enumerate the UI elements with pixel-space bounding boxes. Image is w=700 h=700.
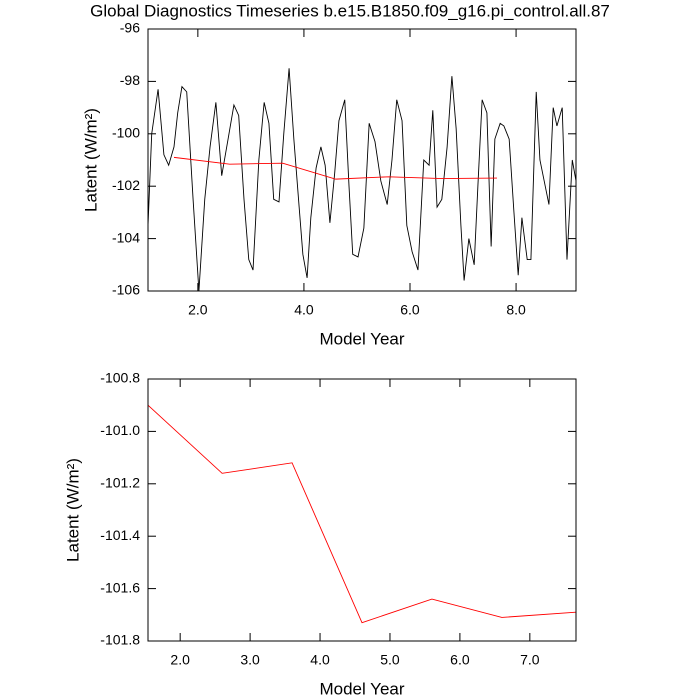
- x-tick-label: 4.0: [310, 652, 330, 668]
- data-line: [173, 156, 497, 180]
- x-tick-label: 4.0: [294, 302, 314, 318]
- x-tick-label: 6.0: [450, 652, 470, 668]
- chart-title: Global Diagnostics Timeseries b.e15.B185…: [90, 1, 610, 20]
- x-tick-label: 2.0: [170, 652, 190, 668]
- y-tick-label: -101.2: [100, 475, 140, 491]
- y-tick-label: -96: [120, 20, 140, 36]
- x-tick-label: 5.0: [380, 652, 400, 668]
- y-tick-label: -101.0: [100, 422, 140, 438]
- y-tick-label: -100.8: [100, 370, 140, 386]
- y-axis-label: Latent (W/m²): [81, 108, 100, 212]
- data-line: [147, 404, 577, 624]
- x-axis-label: Model Year: [319, 329, 404, 348]
- y-tick-label: -104: [112, 229, 140, 245]
- y-tick-label: -106: [112, 282, 140, 298]
- plot-frame: [147, 28, 577, 292]
- y-tick-label: -101.4: [100, 527, 140, 543]
- plot-frame: [147, 378, 577, 642]
- x-tick-label: 8.0: [506, 302, 526, 318]
- x-tick-label: 7.0: [520, 652, 540, 668]
- y-tick-label: -100: [112, 125, 140, 141]
- y-tick-label: -98: [120, 72, 140, 88]
- data-line: [147, 68, 577, 292]
- y-tick-label: -101.6: [100, 579, 140, 595]
- y-tick-label: -101.8: [100, 632, 140, 648]
- x-tick-label: 3.0: [240, 652, 260, 668]
- y-axis-label: Latent (W/m²): [63, 458, 82, 562]
- y-tick-label: -102: [112, 177, 140, 193]
- x-axis-label: Model Year: [319, 679, 404, 698]
- x-tick-label: 2.0: [188, 302, 208, 318]
- x-tick-label: 6.0: [400, 302, 420, 318]
